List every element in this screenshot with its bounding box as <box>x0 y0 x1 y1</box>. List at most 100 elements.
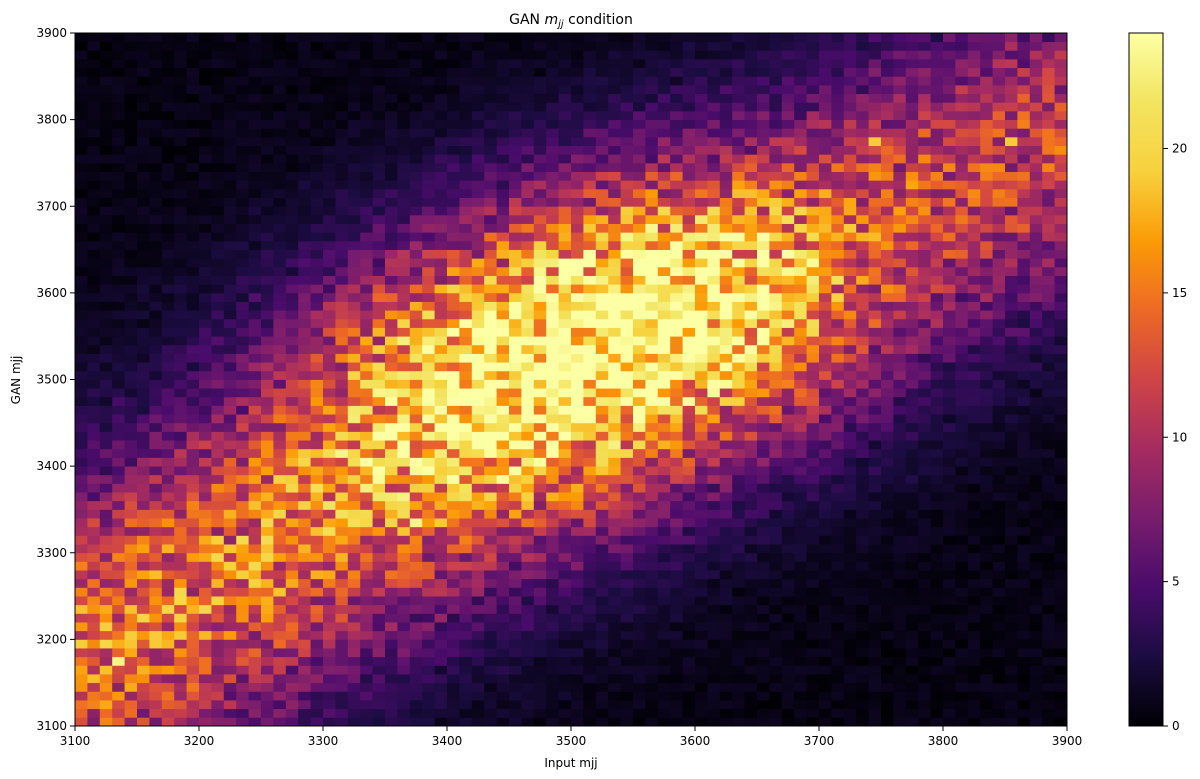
heatmap-cell <box>695 544 708 554</box>
heatmap-cell <box>645 353 659 363</box>
heatmap-cell <box>769 674 783 684</box>
heatmap-cell <box>794 214 807 224</box>
heatmap-cell <box>298 310 311 320</box>
heatmap-cell <box>843 596 857 606</box>
heatmap-cell <box>174 214 187 224</box>
heatmap-cell <box>385 466 398 476</box>
heatmap-cell <box>459 500 473 510</box>
heatmap-cell <box>112 700 125 710</box>
heatmap-cell <box>546 370 559 380</box>
heatmap-cell <box>211 708 225 718</box>
heatmap-cell <box>199 353 212 363</box>
heatmap-cell <box>422 622 435 632</box>
heatmap-cell <box>75 691 88 701</box>
heatmap-cell <box>223 578 237 588</box>
heatmap-cell <box>831 136 845 147</box>
heatmap-cell <box>533 102 547 112</box>
heatmap-cell <box>670 648 683 658</box>
heatmap-cell <box>819 67 832 77</box>
heatmap-cell <box>347 310 361 320</box>
heatmap-cell <box>843 422 857 432</box>
heatmap-cell <box>447 93 460 103</box>
heatmap-cell <box>434 500 448 510</box>
heatmap-cell <box>769 353 783 363</box>
heatmap-cell <box>645 440 659 450</box>
heatmap-cell <box>87 370 101 380</box>
heatmap-cell <box>285 102 299 112</box>
heatmap-cell <box>794 136 807 147</box>
heatmap-cell <box>757 448 770 458</box>
heatmap-cell <box>149 284 163 294</box>
heatmap-cell <box>819 249 832 259</box>
heatmap-cell <box>360 119 373 129</box>
heatmap-cell <box>99 188 113 198</box>
heatmap-cell <box>385 492 398 502</box>
heatmap-cell <box>310 327 324 337</box>
heatmap-cell <box>682 370 696 380</box>
heatmap-cell <box>620 136 634 147</box>
heatmap-cell <box>645 405 659 415</box>
heatmap-cell <box>186 310 200 320</box>
heatmap-cell <box>434 665 448 675</box>
heatmap-cell <box>211 552 225 562</box>
heatmap-cell <box>211 492 225 502</box>
heatmap-cell <box>335 362 349 372</box>
heatmap-cell <box>87 674 101 684</box>
heatmap-cell <box>719 561 733 571</box>
heatmap-cell <box>112 33 125 43</box>
heatmap-cell <box>124 578 138 588</box>
heatmap-cell <box>236 336 249 346</box>
heatmap-cell <box>75 431 88 441</box>
heatmap-cell <box>707 162 721 172</box>
heatmap-cell <box>310 301 324 311</box>
heatmap-cell <box>819 188 832 198</box>
heatmap-cell <box>422 197 435 207</box>
heatmap-cell <box>583 622 597 632</box>
heatmap-cell <box>434 388 448 398</box>
heatmap-cell <box>496 102 510 112</box>
heatmap-cell <box>794 665 807 675</box>
heatmap-cell <box>447 691 460 701</box>
heatmap-cell <box>843 457 857 467</box>
heatmap-cell <box>719 50 733 60</box>
heatmap-cell <box>794 84 807 95</box>
heatmap-cell <box>620 405 634 415</box>
heatmap-cell <box>533 388 547 398</box>
heatmap-cell <box>310 526 324 536</box>
heatmap-cell <box>447 197 460 207</box>
heatmap-cell <box>719 587 733 597</box>
heatmap-cell <box>409 171 423 181</box>
heatmap-cell <box>223 180 237 190</box>
heatmap-cell <box>161 396 175 406</box>
heatmap-cell <box>285 110 299 121</box>
heatmap-cell <box>335 275 349 285</box>
heatmap-cell <box>533 197 547 207</box>
heatmap-cell <box>360 136 373 147</box>
heatmap-cell <box>645 379 659 389</box>
heatmap-cell <box>744 405 758 415</box>
heatmap-cell <box>273 431 287 441</box>
heatmap-cell <box>794 327 807 337</box>
heatmap-cell <box>496 275 510 285</box>
heatmap-cell <box>633 84 646 95</box>
heatmap-cell <box>99 136 113 147</box>
heatmap-cell <box>546 84 559 95</box>
heatmap-cell <box>608 578 621 588</box>
heatmap-cell <box>447 526 460 536</box>
heatmap-cell <box>236 266 249 276</box>
heatmap-cell <box>409 154 423 164</box>
heatmap-cell <box>434 691 448 701</box>
heatmap-cell <box>285 474 299 484</box>
heatmap-cell <box>236 353 249 363</box>
heatmap-cell <box>434 708 448 718</box>
heatmap-cell <box>298 622 311 632</box>
heatmap-cell <box>223 674 237 684</box>
heatmap-cell <box>248 717 262 727</box>
heatmap-cell <box>459 171 473 181</box>
heatmap-cell <box>757 171 770 181</box>
heatmap-cell <box>546 67 559 77</box>
heatmap-cell <box>806 474 820 484</box>
heatmap-cell <box>769 483 783 493</box>
heatmap-cell <box>409 405 423 415</box>
heatmap-cell <box>347 396 361 406</box>
